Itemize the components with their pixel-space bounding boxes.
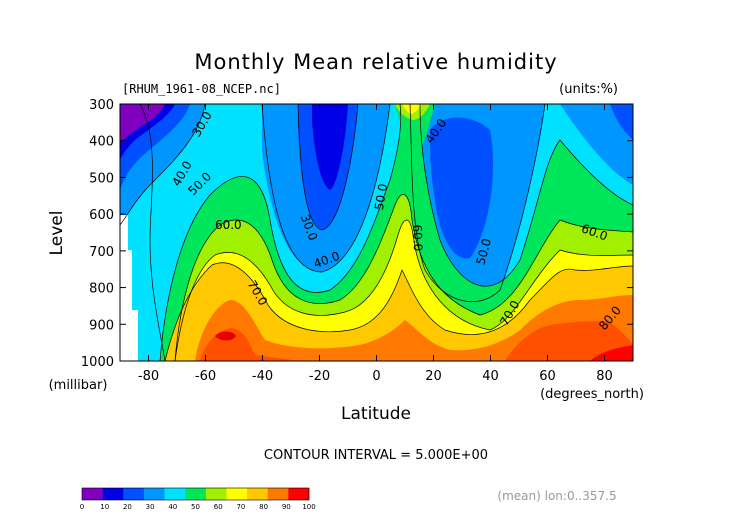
y-tick-label: 700 bbox=[89, 245, 114, 260]
chart-title: Monthly Mean relative humidity bbox=[194, 50, 557, 74]
colorbar-swatch bbox=[143, 488, 165, 500]
colorbar-swatch bbox=[267, 488, 289, 500]
colorbar-tick-label: 40 bbox=[168, 503, 177, 511]
colorbar-swatch bbox=[102, 488, 124, 500]
x-axis-label: Latitude bbox=[341, 404, 411, 424]
x-tick-label: 20 bbox=[425, 369, 442, 384]
x-tick-label: 80 bbox=[596, 369, 613, 384]
y-tick-label: 400 bbox=[89, 135, 114, 150]
y-tick-label: 600 bbox=[89, 208, 114, 223]
x-axis: -80 -60 -40 -20 0 20 40 60 80 bbox=[138, 104, 613, 384]
colorbar-tick-label: 100 bbox=[302, 503, 315, 511]
colorbar-swatch bbox=[164, 488, 186, 500]
y-tick-label: 900 bbox=[89, 318, 114, 333]
x-tick-label: 60 bbox=[539, 369, 556, 384]
colorbar-tick-label: 50 bbox=[191, 503, 200, 511]
y-axis-label: Level bbox=[47, 211, 67, 256]
contour-label: 50.0 bbox=[372, 183, 390, 212]
colorbar-swatch bbox=[226, 488, 248, 500]
contour-label: 50.0 bbox=[474, 237, 494, 266]
x-tick-label: -80 bbox=[138, 369, 159, 384]
colorbar-tick-label: 80 bbox=[259, 503, 268, 511]
contour-label: 60.0 bbox=[410, 224, 425, 251]
colorbar-tick-label: 60 bbox=[214, 503, 223, 511]
colorbar-tick-label: 0 bbox=[80, 503, 84, 511]
units-label: (units:%) bbox=[559, 82, 618, 97]
x-tick-label: 0 bbox=[372, 369, 380, 384]
colorbar-swatch bbox=[288, 488, 310, 500]
colorbar-swatch bbox=[205, 488, 227, 500]
y-tick-label: 1000 bbox=[81, 355, 114, 370]
contour-lines bbox=[120, 104, 633, 361]
colorbar-swatch bbox=[123, 488, 145, 500]
x-tick-label: -60 bbox=[195, 369, 216, 384]
colorbar-frame bbox=[81, 487, 310, 501]
y-tick-label: 500 bbox=[89, 171, 114, 186]
colorbar-swatch bbox=[185, 488, 207, 500]
y-axis-units: (millibar) bbox=[49, 378, 108, 393]
y-tick-label: 300 bbox=[89, 98, 114, 113]
colorbar: 0 10 20 30 40 50 60 70 80 90 100 bbox=[80, 487, 316, 511]
contour-interval-text: CONTOUR INTERVAL = 5.000E+00 bbox=[264, 448, 488, 463]
colorbar-tick-label: 30 bbox=[146, 503, 155, 511]
contour-fill bbox=[120, 104, 633, 361]
colorbar-tick-label: 90 bbox=[282, 503, 291, 511]
colorbar-swatch bbox=[247, 488, 269, 500]
contour-label: 60.0 bbox=[215, 218, 242, 232]
colorbar-tick-label: 10 bbox=[100, 503, 109, 511]
x-tick-label: -20 bbox=[309, 369, 330, 384]
file-label: [RHUM_1961-08_NCEP.nc] bbox=[122, 82, 281, 96]
x-tick-label: 40 bbox=[482, 369, 499, 384]
x-axis-units: (degrees_north) bbox=[540, 387, 644, 402]
colorbar-swatch bbox=[82, 488, 103, 500]
x-tick-label: -40 bbox=[252, 369, 273, 384]
colorbar-tick-label: 70 bbox=[236, 503, 245, 511]
colorbar-tick-label: 20 bbox=[123, 503, 132, 511]
mean-note: (mean) lon:0..357.5 bbox=[497, 489, 616, 503]
y-axis: 300 400 500 600 700 800 900 1000 bbox=[81, 98, 633, 370]
y-tick-label: 800 bbox=[89, 282, 114, 297]
